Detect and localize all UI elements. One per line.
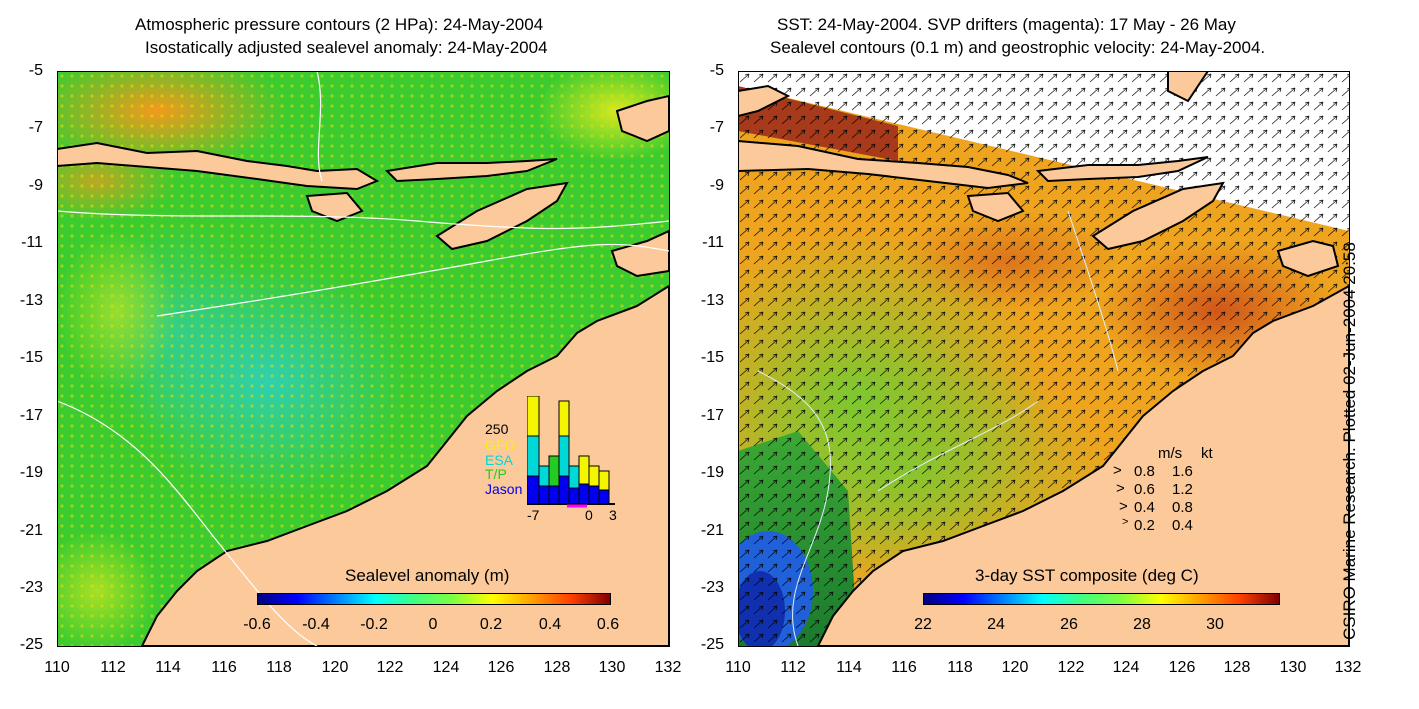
left-x-tick: 122 (376, 659, 404, 676)
right-y-tick: -9 (709, 177, 724, 194)
left-x-tick: 116 (211, 659, 237, 676)
velocity-arrow-icon: > (1116, 480, 1125, 497)
sst-cb-tick: 22 (914, 616, 932, 633)
left-y-tick: -5 (28, 62, 43, 79)
left-y-tick: -25 (19, 636, 43, 653)
right-y-tick: -13 (700, 292, 724, 309)
sst-cb-tick: 28 (1133, 616, 1151, 633)
right-x-tick: 118 (947, 659, 973, 676)
right-x-tick: 126 (1168, 659, 1196, 676)
left-x-tick: 124 (432, 659, 460, 676)
left-x-tick: 132 (654, 659, 682, 676)
left-title-line2: Isostatically adjusted sealevel anomaly:… (145, 38, 548, 57)
velocity-legend-kt: 0.8 (1172, 499, 1193, 516)
velocity-legend-kt: 1.6 (1172, 463, 1193, 480)
velocity-legend-ms: 0.4 (1134, 499, 1155, 516)
velocity-legend-kt: 0.4 (1172, 517, 1193, 534)
right-y-tick: -5 (709, 62, 724, 79)
right-x-tick: 110 (725, 659, 751, 676)
sealevel-cb-tick: 0 (428, 616, 438, 633)
left-y-tick: -21 (19, 522, 43, 539)
left-map-frame (57, 71, 670, 647)
sst-field (738, 71, 1349, 646)
sealevel-cb-tick: -0.2 (360, 616, 388, 633)
left-x-tick: 114 (155, 659, 181, 676)
right-x-tick: 124 (1112, 659, 1140, 676)
sst-colorbar (923, 593, 1280, 605)
sealevel-cb-tick: 0.6 (596, 616, 620, 633)
sst-cb-tick: 26 (1060, 616, 1078, 633)
right-x-tick: 122 (1057, 659, 1085, 676)
left-y-tick: -9 (28, 177, 43, 194)
right-x-tick: 132 (1334, 659, 1362, 676)
left-y-tick: -23 (19, 579, 43, 596)
sealevel-anomaly-map: 250 GFO ESA T/P Jason -7 0 3 Sealevel an… (57, 71, 669, 646)
left-x-tick: 130 (598, 659, 626, 676)
inset-xtick-left: -7 (527, 507, 540, 523)
right-y-tick: -15 (700, 349, 724, 366)
sst-cb-tick: 30 (1206, 616, 1224, 633)
inset-xtick-mid: 0 (585, 507, 593, 523)
velocity-arrow-icon: > (1113, 462, 1122, 479)
sealevel-cb-tick: -0.4 (302, 616, 330, 633)
sst-cb-tick: 24 (987, 616, 1005, 633)
inset-legend-tp: T/P (485, 466, 507, 482)
velocity-legend-header-ms: m/s (1158, 445, 1183, 462)
sealevel-colorbar (257, 593, 611, 605)
sst-colorbar-label: 3-day SST composite (deg C) (975, 566, 1199, 585)
right-y-tick: -23 (700, 579, 724, 596)
right-y-tick: -21 (700, 522, 724, 539)
left-x-tick: 126 (487, 659, 515, 676)
left-x-tick: 128 (543, 659, 571, 676)
sealevel-cb-tick: 0.2 (479, 616, 503, 633)
right-y-tick: -11 (702, 234, 724, 251)
left-y-tick: -15 (19, 349, 43, 366)
inset-legend-jason: Jason (485, 481, 523, 497)
velocity-arrow-icon: > (1122, 516, 1129, 528)
right-y-tick: -19 (700, 464, 724, 481)
left-y-tick: -7 (28, 119, 43, 136)
plot-credit: CSIRO Marine Research. Plotted 02-Jun-20… (1340, 242, 1359, 640)
left-x-tick: 112 (100, 659, 126, 676)
left-y-tick: -11 (21, 234, 43, 251)
inset-legend-gfo: GFO (485, 437, 516, 453)
sealevel-cb-tick: -0.6 (243, 616, 271, 633)
right-x-tick: 112 (780, 659, 806, 676)
right-y-tick: -25 (700, 636, 724, 653)
altimeter-count-histogram (527, 396, 615, 508)
velocity-legend-ms: 0.6 (1134, 481, 1155, 498)
right-title-line1: SST: 24-May-2004. SVP drifters (magenta)… (777, 15, 1236, 34)
right-x-tick: 116 (891, 659, 917, 676)
right-x-tick: 128 (1223, 659, 1251, 676)
left-y-tick: -17 (19, 407, 43, 424)
right-x-tick: 114 (836, 659, 862, 676)
left-y-tick: -19 (19, 464, 43, 481)
inset-xtick-right: 3 (609, 507, 617, 523)
velocity-legend-header-kt: kt (1201, 445, 1213, 462)
left-x-tick: 120 (321, 659, 349, 676)
right-y-tick: -17 (700, 407, 724, 424)
right-y-tick: -7 (709, 119, 724, 136)
histogram-bars (527, 396, 610, 505)
sealevel-cb-tick: 0.4 (538, 616, 562, 633)
sealevel-anomaly-field (57, 71, 669, 646)
right-x-tick: 130 (1279, 659, 1307, 676)
sst-map: m/s kt > 0.8 1.6 > 0.6 1.2 > 0.4 0.8 > 0… (738, 71, 1349, 646)
inset-legend-esa: ESA (485, 452, 514, 468)
left-title-line1: Atmospheric pressure contours (2 HPa): 2… (135, 15, 544, 34)
right-x-tick: 120 (1001, 659, 1029, 676)
sealevel-colorbar-label: Sealevel anomaly (m) (345, 566, 510, 585)
left-x-tick: 110 (44, 659, 70, 676)
left-y-tick: -13 (19, 292, 43, 309)
right-title-line2: Sealevel contours (0.1 m) and geostrophi… (770, 38, 1266, 57)
left-x-tick: 118 (266, 659, 292, 676)
velocity-legend-ms: 0.8 (1134, 463, 1155, 480)
velocity-legend-ms: 0.2 (1134, 517, 1155, 534)
inset-ylabel: 250 (485, 421, 509, 437)
right-map-frame (738, 71, 1350, 647)
velocity-legend-kt: 1.2 (1172, 481, 1193, 498)
velocity-arrow-icon: > (1119, 498, 1128, 515)
